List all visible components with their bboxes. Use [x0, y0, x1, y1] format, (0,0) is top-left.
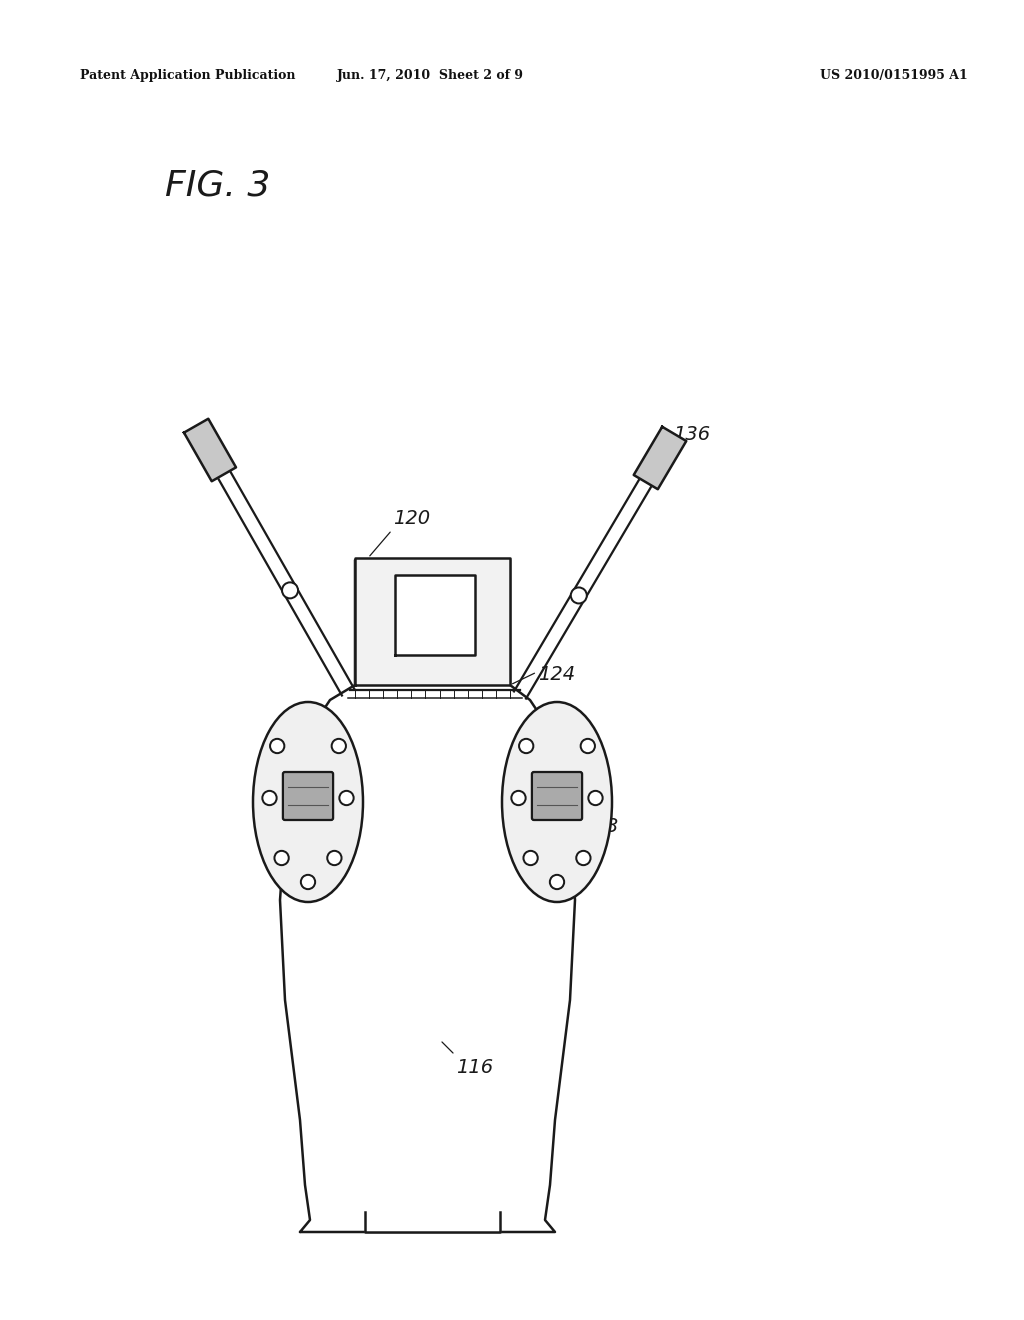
Circle shape [274, 851, 289, 865]
Circle shape [282, 582, 298, 598]
Circle shape [577, 851, 591, 865]
Circle shape [328, 851, 342, 865]
Circle shape [339, 791, 353, 805]
Text: US 2010/0151995 A1: US 2010/0151995 A1 [820, 69, 968, 82]
Ellipse shape [253, 702, 362, 902]
Text: 124: 124 [538, 664, 575, 684]
Circle shape [262, 791, 276, 805]
Polygon shape [184, 418, 236, 482]
Circle shape [589, 791, 603, 805]
Text: Patent Application Publication: Patent Application Publication [80, 69, 296, 82]
Text: 136: 136 [673, 425, 710, 444]
Circle shape [570, 587, 587, 603]
Circle shape [550, 875, 564, 890]
Text: 116: 116 [456, 1059, 494, 1077]
Circle shape [523, 851, 538, 865]
FancyBboxPatch shape [283, 772, 333, 820]
Text: 120: 120 [393, 510, 430, 528]
Polygon shape [365, 1212, 500, 1232]
Circle shape [270, 739, 285, 754]
Text: 168: 168 [581, 817, 618, 836]
FancyBboxPatch shape [531, 772, 582, 820]
Text: FIG. 3: FIG. 3 [165, 168, 270, 202]
Text: Jun. 17, 2010  Sheet 2 of 9: Jun. 17, 2010 Sheet 2 of 9 [337, 69, 523, 82]
Ellipse shape [502, 702, 612, 902]
Polygon shape [355, 558, 510, 685]
Circle shape [581, 739, 595, 754]
Circle shape [519, 739, 534, 754]
Circle shape [332, 739, 346, 754]
Polygon shape [395, 576, 475, 655]
Circle shape [301, 875, 315, 890]
Polygon shape [634, 426, 686, 490]
Circle shape [511, 791, 525, 805]
Polygon shape [280, 560, 575, 1232]
